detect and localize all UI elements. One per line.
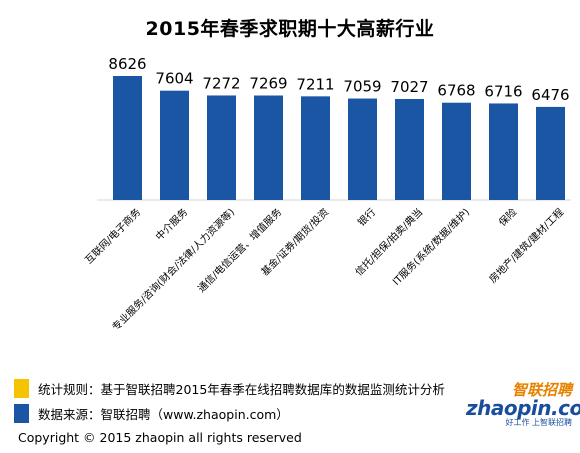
bar	[395, 98, 424, 200]
bar	[536, 106, 565, 200]
category-label: 保险	[496, 205, 519, 228]
footer-rule-row: 统计规则：基于智联招聘2015年春季在线招聘数据库的数据监测统计分析	[14, 377, 445, 399]
data-label: 8626	[108, 55, 146, 73]
data-label: 7272	[202, 74, 240, 92]
bar	[160, 90, 189, 200]
source-text: 数据来源：智联招聘（www.zhaopin.com）	[38, 406, 289, 422]
category-label: IT服务(系统/数据/维护)	[390, 205, 473, 288]
zhaopin-logo: 智联招聘 zhaopin.com 好工作 上智联招聘	[466, 381, 580, 432]
rule-swatch	[14, 378, 29, 398]
data-label: 7059	[343, 78, 381, 96]
data-label: 6716	[484, 82, 522, 100]
logo-en-text: zhaopin.com	[466, 396, 580, 420]
data-label: 6768	[437, 82, 475, 100]
footer-source-row: 数据来源：智联招聘（www.zhaopin.com）	[14, 402, 289, 424]
data-label: 7269	[249, 75, 287, 93]
bar	[207, 95, 236, 200]
logo-slogan: 好工作 上智联招聘	[505, 418, 572, 427]
source-swatch	[14, 403, 29, 423]
category-label: 通信/电信运营、增值服务	[195, 205, 284, 294]
data-label: 6476	[531, 86, 569, 104]
bar	[442, 102, 471, 200]
data-label: 7027	[390, 78, 428, 96]
bar	[254, 95, 283, 200]
data-label: 7211	[296, 75, 334, 93]
category-label: 中介服务	[153, 205, 190, 242]
bar	[348, 98, 377, 200]
category-label: 银行	[355, 205, 378, 228]
category-label: 房地产/建筑/建材/工程	[486, 205, 566, 285]
bar-chart: 8626互联网/电子商务7604中介服务7272专业服务/咨询(财会/法律/人力…	[82, 55, 571, 333]
rule-text: 统计规则：基于智联招聘2015年春季在线招聘数据库的数据监测统计分析	[38, 381, 445, 397]
category-label: 互联网/电子商务	[82, 205, 143, 266]
logo-cn-text: 智联招聘	[511, 381, 572, 399]
data-label: 7604	[155, 70, 193, 88]
bar	[489, 103, 518, 200]
copyright-text: Copyright © 2015 zhaopin all rights rese…	[18, 430, 302, 445]
chart-title: 2015年春季求职期十大高薪行业	[145, 18, 435, 40]
bar	[113, 76, 142, 200]
bar	[301, 96, 330, 200]
